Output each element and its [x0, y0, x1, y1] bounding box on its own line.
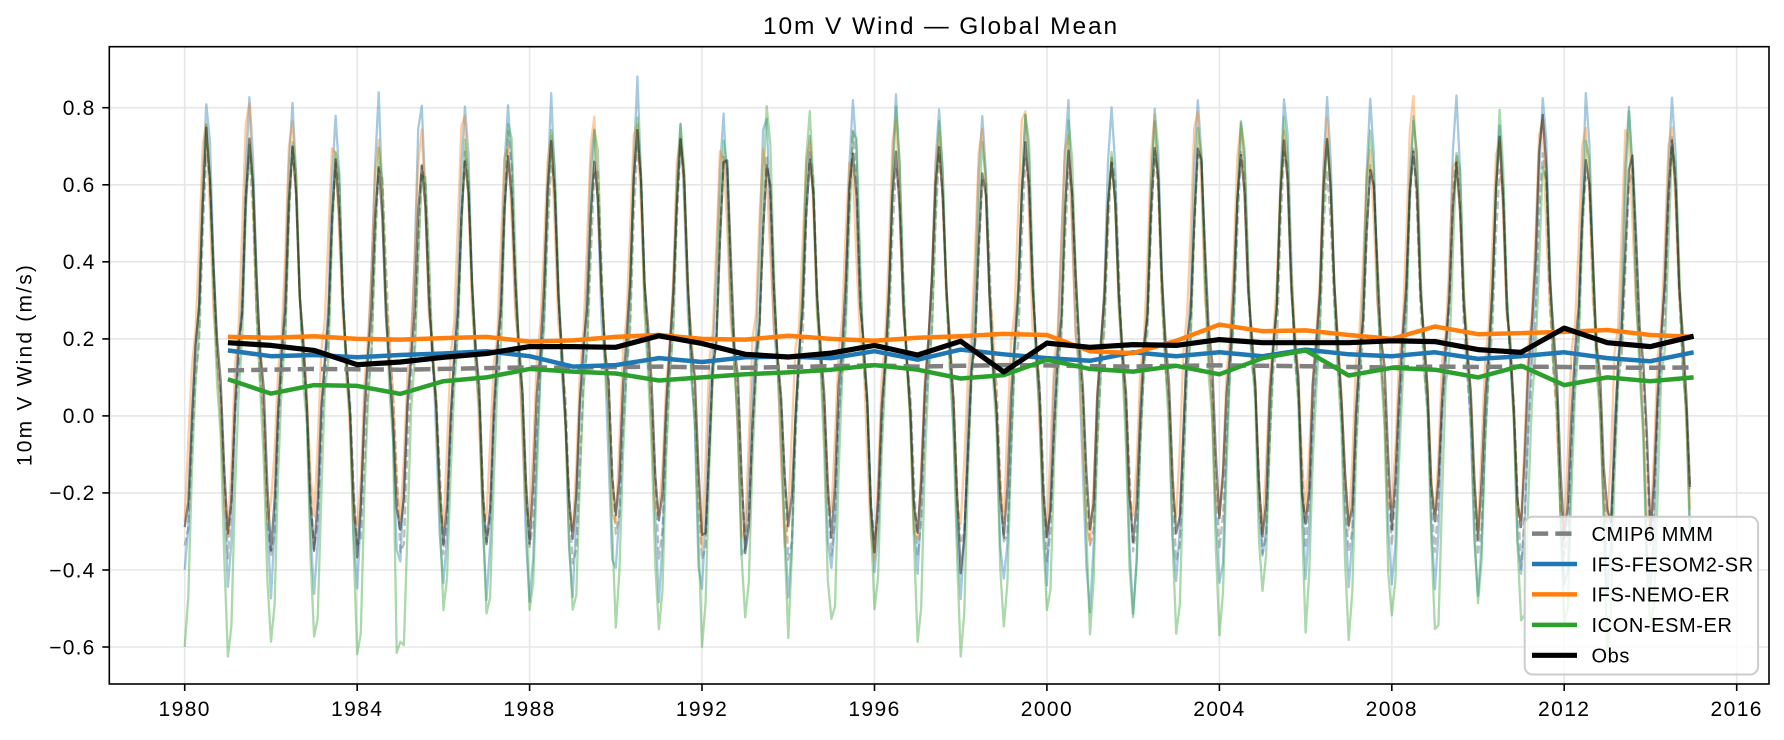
svg-text:2012: 2012 — [1538, 698, 1590, 721]
svg-text:0.4: 0.4 — [63, 251, 96, 274]
svg-text:2008: 2008 — [1366, 698, 1418, 721]
svg-text:1992: 1992 — [676, 698, 728, 721]
svg-text:IFS-FESOM2-SR: IFS-FESOM2-SR — [1592, 554, 1754, 576]
svg-text:1984: 1984 — [331, 698, 383, 721]
svg-text:0.8: 0.8 — [63, 97, 96, 120]
svg-text:0.2: 0.2 — [63, 328, 96, 351]
svg-text:−0.6: −0.6 — [49, 636, 95, 659]
svg-text:2004: 2004 — [1193, 698, 1245, 721]
svg-text:1988: 1988 — [503, 698, 555, 721]
svg-text:1996: 1996 — [848, 698, 900, 721]
svg-text:10m V Wind (m/s): 10m V Wind (m/s) — [14, 263, 37, 466]
svg-text:0.6: 0.6 — [63, 174, 96, 197]
svg-text:CMIP6 MMM: CMIP6 MMM — [1592, 524, 1714, 546]
svg-text:−0.2: −0.2 — [49, 482, 95, 505]
svg-text:1980: 1980 — [159, 698, 211, 721]
svg-text:ICON-ESM-ER: ICON-ESM-ER — [1592, 615, 1733, 637]
svg-text:Obs: Obs — [1592, 646, 1630, 668]
svg-text:IFS-NEMO-ER: IFS-NEMO-ER — [1592, 585, 1731, 607]
svg-text:2016: 2016 — [1711, 698, 1763, 721]
svg-text:2000: 2000 — [1021, 698, 1073, 721]
svg-text:0.0: 0.0 — [63, 405, 96, 428]
svg-text:−0.4: −0.4 — [49, 559, 95, 582]
svg-text:10m V Wind — Global Mean: 10m V Wind — Global Mean — [763, 13, 1119, 40]
